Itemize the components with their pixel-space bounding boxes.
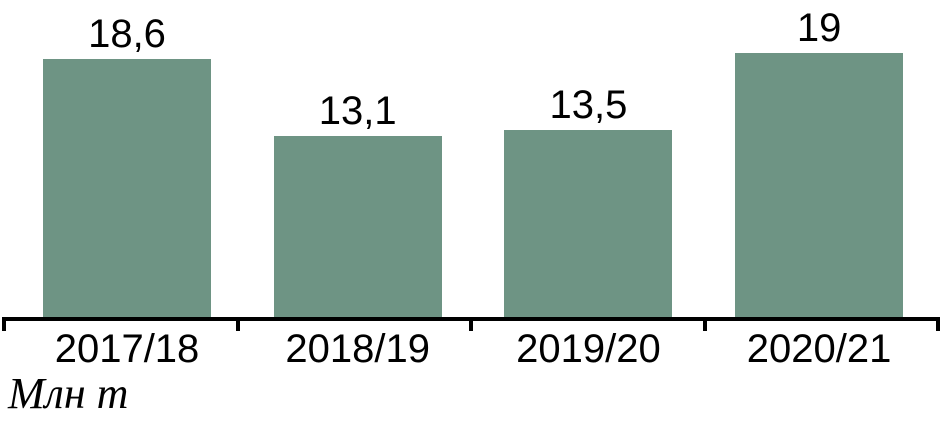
- x-axis-tick-label: 2017/18: [54, 327, 200, 371]
- bar: [504, 130, 673, 318]
- x-axis-tick: [936, 317, 940, 331]
- bar-value-label: 19: [796, 6, 842, 50]
- x-axis-tick: [469, 317, 473, 331]
- bar: [273, 136, 442, 318]
- x-axis-tick: [702, 317, 707, 331]
- x-axis-tick-label: 2020/21: [746, 327, 892, 371]
- x-axis-tick: [235, 317, 240, 331]
- bar: [43, 59, 211, 318]
- bar-value-label: 13,5: [549, 83, 628, 127]
- bar-value-label: 18,6: [88, 12, 166, 56]
- x-axis-tick-label: 2018/19: [285, 327, 430, 371]
- bar: [735, 53, 904, 318]
- x-axis-tick-label: 2019/20: [516, 327, 661, 371]
- y-axis-unit-label: Млн т: [8, 369, 129, 418]
- bar-value-label: 13,1: [318, 89, 397, 133]
- x-axis-tick: [2, 317, 6, 331]
